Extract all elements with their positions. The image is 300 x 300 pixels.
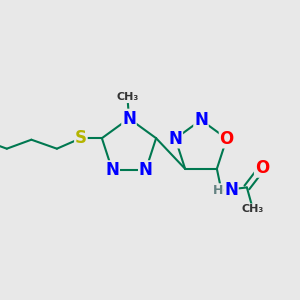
Text: H: H bbox=[213, 184, 223, 197]
Text: N: N bbox=[168, 130, 182, 148]
Text: S: S bbox=[75, 129, 87, 147]
Text: CH₃: CH₃ bbox=[242, 204, 264, 214]
Text: O: O bbox=[255, 159, 269, 177]
Text: N: N bbox=[194, 111, 208, 129]
Text: CH₃: CH₃ bbox=[116, 92, 139, 103]
Text: O: O bbox=[220, 130, 234, 148]
Text: N: N bbox=[224, 182, 238, 200]
Text: N: N bbox=[139, 161, 153, 179]
Text: N: N bbox=[105, 161, 119, 179]
Text: N: N bbox=[122, 110, 136, 128]
